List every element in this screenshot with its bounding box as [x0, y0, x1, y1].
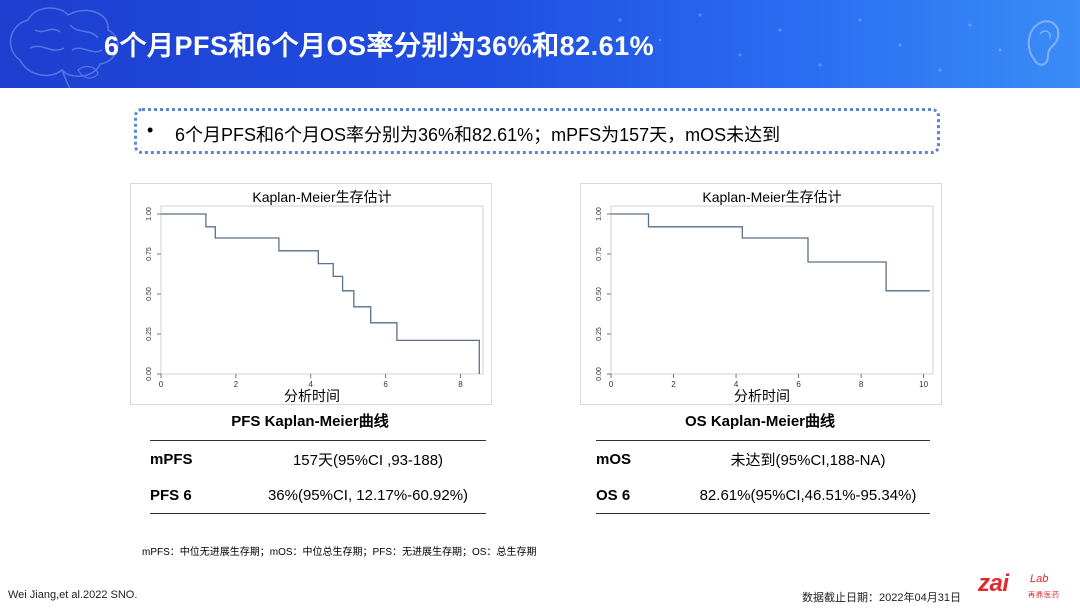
table-row: mOS 未达到(95%CI,188-NA) — [596, 440, 930, 477]
chart-title: Kaplan-Meier生存估计 — [702, 189, 841, 205]
table-row-label: PFS 6 — [150, 477, 250, 514]
ear-icon — [1027, 20, 1060, 66]
os-km-plot: Kaplan-Meier生存估计 0.00 0.25 0.50 0.75 1.00 0 2 4 6… — [596, 189, 934, 404]
reference-citation: Wei Jiang,et al.2022 SNO. — [8, 589, 138, 601]
table-row-value: 82.61%(95%CI,46.51%-95.34%) — [686, 477, 930, 514]
y-tick-label: 0.00 — [596, 367, 603, 381]
header-banner: 6个月PFS和6个月OS率分别为36%和82.61% — [0, 0, 1080, 88]
x-tick-label: 6 — [796, 380, 801, 389]
pfs-km-plot: Kaplan-Meier生存估计 0.00 0.25 0.50 0.75 1.00 0 2 4 6… — [146, 189, 484, 404]
x-tick-label: 0 — [609, 380, 614, 389]
x-tick-label: 4 — [309, 380, 314, 389]
x-tick-label: 8 — [859, 380, 864, 389]
pfs-results-table: mPFS 157天(95%CI ,93-188) PFS 6 36%(95%CI… — [150, 440, 486, 514]
x-tick-label: 10 — [919, 380, 928, 389]
logo-sub-text: Lab — [1030, 573, 1049, 585]
logo-main-text: zai — [978, 570, 1009, 597]
table-row: PFS 6 36%(95%CI, 12.17%-60.92%) — [150, 477, 486, 514]
y-tick-label: 0.25 — [596, 327, 603, 341]
abbreviation-footnote: mPFS：中位无进展生存期；mOS：中位总生存期；PFS：无进展生存期；OS：总… — [142, 547, 537, 558]
zailab-logo: zai Lab 再鼎医药 — [978, 570, 1072, 602]
x-tick-label: 0 — [159, 380, 164, 389]
data-cutoff-date: 数据截止日期：2022年04月31日 — [802, 592, 961, 604]
y-tick-label: 0.25 — [146, 327, 153, 341]
brain-icon — [9, 7, 119, 88]
pfs-chart-caption: PFS Kaplan-Meier曲线 — [231, 413, 389, 430]
plot-area — [160, 205, 484, 375]
y-tick-label: 0.00 — [146, 367, 153, 381]
x-tick-label: 8 — [458, 380, 463, 389]
table-row-value: 36%(95%CI, 12.17%-60.92%) — [250, 477, 486, 514]
table-row-label: OS 6 — [596, 477, 686, 514]
table-row: OS 6 82.61%(95%CI,46.51%-95.34%) — [596, 477, 930, 514]
x-axis-label: 分析时间 — [284, 388, 340, 404]
x-tick-label: 2 — [671, 380, 676, 389]
chart-title: Kaplan-Meier生存估计 — [252, 189, 391, 205]
plot-area — [610, 205, 934, 375]
os-chart-caption: OS Kaplan-Meier曲线 — [684, 413, 836, 430]
survival-curve — [161, 213, 480, 374]
y-tick-label: 0.75 — [596, 247, 603, 261]
table-row-value: 未达到(95%CI,188-NA) — [686, 440, 930, 477]
table-row-value: 157天(95%CI ,93-188) — [250, 440, 486, 477]
table-row-label: mPFS — [150, 440, 250, 477]
y-tick-label: 1.00 — [146, 207, 153, 221]
x-tick-label: 4 — [734, 380, 739, 389]
page-title: 6个月PFS和6个月OS率分别为36%和82.61% — [104, 31, 655, 61]
y-tick-label: 0.50 — [596, 287, 603, 301]
os-results-table: mOS 未达到(95%CI,188-NA) OS 6 82.61%(95%CI,… — [596, 440, 930, 514]
pfs-km-chart: Kaplan-Meier生存估计 0.00 0.25 0.50 0.75 1.00 0 2 4 6… — [130, 183, 492, 405]
bullet-point: • — [147, 120, 154, 140]
logo-cn-text: 再鼎医药 — [1028, 592, 1060, 599]
summary-text: 6个月PFS和6个月OS率分别为36%和82.61%；mPFS为157天，mOS… — [175, 125, 781, 145]
x-tick-label: 6 — [383, 380, 388, 389]
x-tick-label: 2 — [234, 380, 239, 389]
table-row-label: mOS — [596, 440, 686, 477]
y-tick-label: 0.75 — [146, 247, 153, 261]
os-km-chart: Kaplan-Meier生存估计 0.00 0.25 0.50 0.75 1.00 0 2 4 6… — [580, 183, 942, 405]
summary-box: • 6个月PFS和6个月OS率分别为36%和82.61%；mPFS为157天，m… — [134, 108, 940, 154]
y-tick-label: 0.50 — [146, 287, 153, 301]
x-axis-label: 分析时间 — [734, 388, 790, 404]
survival-curve — [611, 213, 930, 292]
dot-pattern-decoration — [618, 13, 1002, 72]
table-row: mPFS 157天(95%CI ,93-188) — [150, 440, 486, 477]
y-tick-label: 1.00 — [596, 207, 603, 221]
